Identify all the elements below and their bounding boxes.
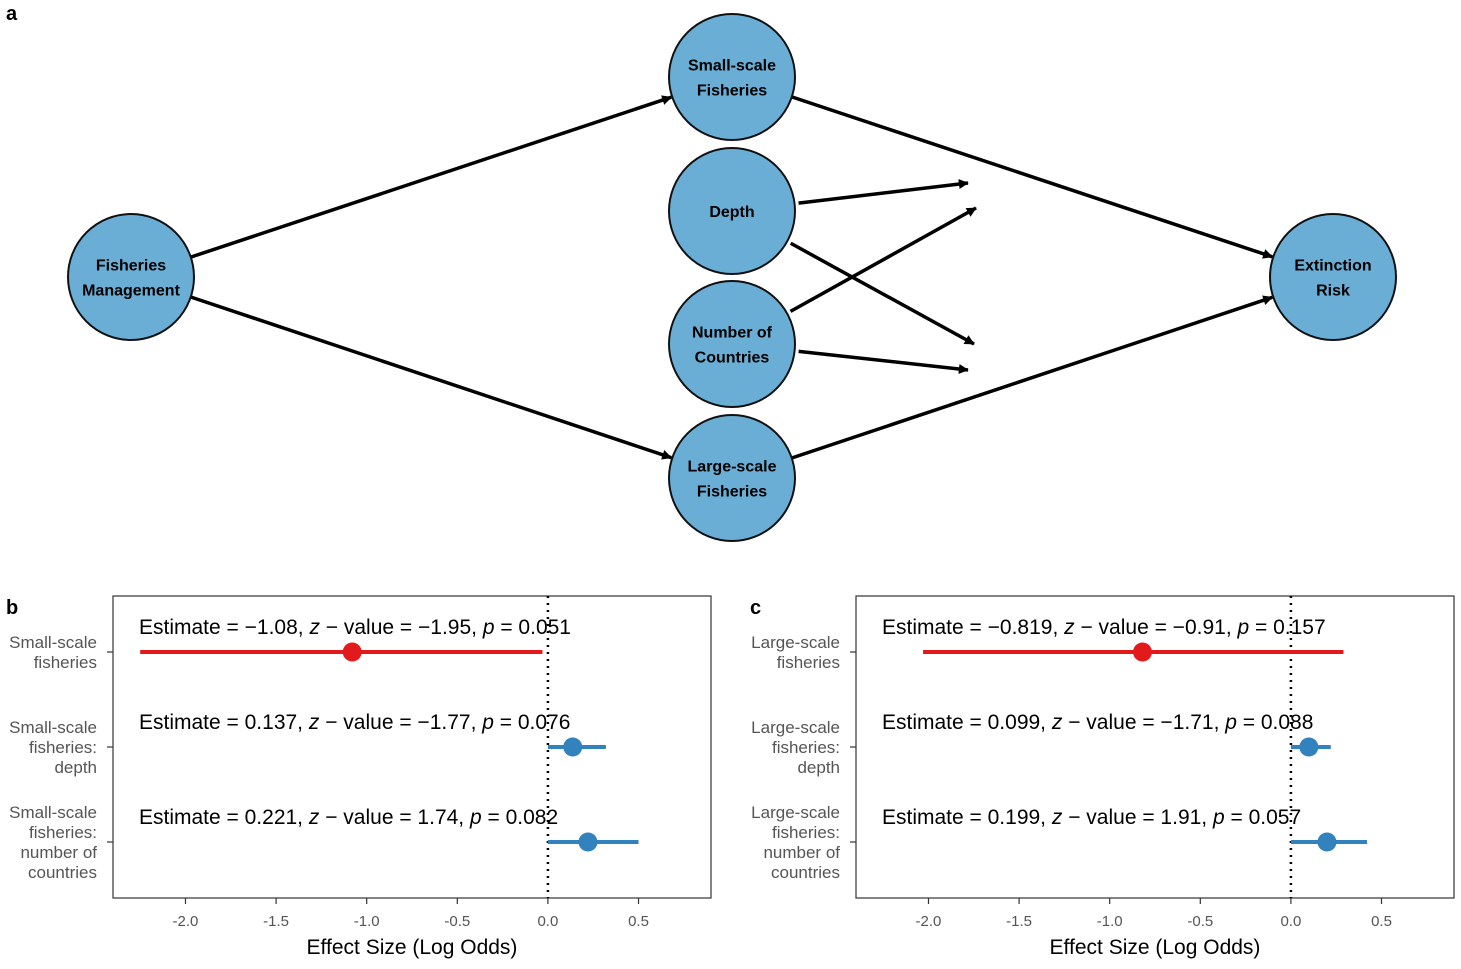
edge-management-to-large-scale [190, 295, 673, 460]
node-ssf-circle [668, 13, 796, 141]
y-axis-label: number of [763, 843, 840, 862]
y-axis-label: fisheries [34, 653, 97, 672]
node-depth-label: Depth [709, 204, 754, 221]
y-axis-label: Small-scale [9, 803, 97, 822]
x-tick-label: -2.0 [173, 913, 199, 930]
estimate-annotation: Estimate = 0.137, z − value = −1.77, p =… [139, 711, 570, 734]
edge-small-scale-to-extinction-risk [791, 95, 1274, 259]
panel-b-forest-plot: b -2.0 -1.5 -1.0 -0.5 0.0 0.5Small-scalefishe… [6, 595, 712, 959]
node-fm-circle [67, 213, 195, 341]
diagram-edges [190, 95, 1274, 460]
y-axis-label: Small-scale [9, 718, 97, 737]
node-er-circle [1269, 213, 1397, 341]
estimate-annotation: Estimate = 0.221, z − value = 1.74, p = … [139, 806, 558, 829]
edge-countries-moderator-upper [789, 206, 977, 313]
x-tick-label: 0.5 [1371, 913, 1392, 930]
edge-depth-moderator-lower [789, 241, 975, 346]
y-axis-label: fisheries: [772, 738, 840, 757]
y-axis-label: fisheries: [772, 823, 840, 842]
node-ssf-label: Small-scale [688, 58, 776, 75]
panel-a-letter: a [6, 3, 18, 25]
edge-large-scale-to-extinction-risk [791, 295, 1274, 460]
edge-countries-moderator-lower [798, 349, 969, 374]
y-axis-label: countries [771, 863, 840, 882]
node-fm-label: Management [82, 283, 180, 300]
x-tick-label: -0.5 [1187, 913, 1213, 930]
y-axis-label: countries [28, 863, 97, 882]
node-noc-label: Number of [692, 325, 773, 342]
y-axis-label: fisheries: [29, 738, 97, 757]
y-axis-label: depth [797, 758, 840, 777]
node-noc-circle [668, 280, 796, 408]
x-tick-label: -0.5 [444, 913, 470, 930]
node-noc-label: Countries [695, 350, 770, 367]
y-axis-label: depth [54, 758, 97, 777]
y-axis-label: number of [20, 843, 97, 862]
x-tick-label: -1.0 [1097, 913, 1123, 930]
estimate-point [342, 642, 362, 662]
panel-c-x-axis-title: Effect Size (Log Odds) [1050, 936, 1261, 959]
x-tick-label: 0.5 [628, 913, 649, 930]
y-axis-label: Large-scale [751, 803, 840, 822]
edge-depth-moderator-upper [798, 179, 969, 205]
node-lsf-label: Large-scale [688, 459, 777, 476]
x-tick-label: -1.5 [1006, 913, 1032, 930]
edge-management-to-small-scale [190, 95, 673, 259]
y-axis-label: fisheries: [29, 823, 97, 842]
panel-b-plot-frame [112, 595, 712, 899]
estimate-point [578, 832, 598, 852]
panel-b-marks: -2.0 -1.5 -1.0 -0.5 0.0 0.5Small-scalefisheri… [9, 596, 649, 930]
y-axis-label: Small-scale [9, 633, 97, 652]
node-lsf-label: Fisheries [697, 484, 767, 501]
panel-b-x-axis-title: Effect Size (Log Odds) [307, 936, 518, 959]
estimate-point [1132, 642, 1152, 662]
node-lsf-circle [668, 414, 796, 542]
node-ssf-label: Fisheries [697, 83, 767, 100]
node-er-label: Risk [1316, 283, 1350, 300]
y-axis-label: fisheries [777, 653, 840, 672]
estimate-annotation: Estimate = 0.199, z − value = 1.91, p = … [882, 806, 1301, 829]
node-fm-label: Fisheries [96, 258, 166, 275]
diagram-nodes: Fisheries Management Small-scale Fisheries D… [67, 13, 1397, 542]
estimate-annotation: Estimate = −0.819, z − value = −0.91, p … [882, 616, 1326, 639]
x-tick-label: -1.0 [354, 913, 380, 930]
estimate-annotation: Estimate = −1.08, z − value = −1.95, p =… [139, 616, 571, 639]
panel-c-letter: c [750, 597, 761, 619]
y-axis-label: Large-scale [751, 633, 840, 652]
panel-c-plot-frame [855, 595, 1455, 899]
panel-c-marks: -2.0 -1.5 -1.0 -0.5 0.0 0.5Large-scalefisheri… [751, 596, 1392, 930]
estimate-point [563, 737, 583, 757]
node-depth-circle [668, 147, 796, 275]
estimate-annotation: Estimate = 0.099, z − value = −1.71, p =… [882, 711, 1313, 734]
panel-a-path-diagram: a FisheriesManagementSmall-scaleFisherie… [6, 3, 1397, 542]
x-tick-label: -2.0 [916, 913, 942, 930]
panel-c-forest-plot: c -2.0 -1.5 -1.0 -0.5 0.0 0.5Large-scalefishe… [750, 595, 1455, 959]
panel-b-letter: b [6, 597, 18, 619]
x-tick-label: -1.5 [263, 913, 289, 930]
y-axis-label: Large-scale [751, 718, 840, 737]
estimate-point [1299, 737, 1319, 757]
node-er-label: Extinction [1294, 258, 1371, 275]
x-tick-label: 0.0 [537, 913, 558, 930]
x-tick-label: 0.0 [1280, 913, 1301, 930]
estimate-point [1317, 832, 1337, 852]
